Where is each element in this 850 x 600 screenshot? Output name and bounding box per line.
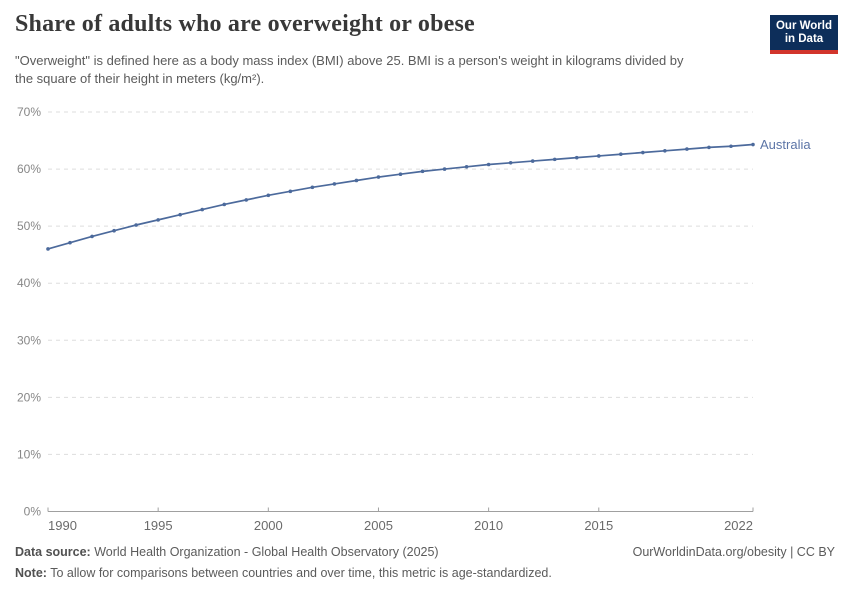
note-label: Note: [15, 566, 47, 580]
data-point[interactable] [486, 162, 491, 167]
data-point[interactable] [685, 147, 689, 151]
page-title: Share of adults who are overweight or ob… [15, 11, 475, 37]
data-source-label: Data source: [15, 545, 91, 559]
series-label[interactable]: Australia [760, 137, 811, 152]
data-point[interactable] [596, 154, 601, 158]
data-point[interactable] [156, 218, 160, 222]
data-line[interactable] [47, 143, 754, 250]
x-tick-label: 1995 [144, 518, 173, 533]
chart-subtitle: "Overweight" is defined here as a body m… [15, 53, 684, 86]
data-point[interactable] [663, 149, 667, 153]
y-tick-label: 0% [24, 505, 42, 519]
data-point[interactable] [442, 167, 447, 171]
data-point[interactable] [288, 189, 293, 194]
logo-text-line2: in Data [784, 33, 824, 45]
data-point[interactable] [134, 223, 138, 227]
data-point[interactable] [222, 202, 227, 207]
data-point[interactable] [707, 145, 711, 150]
data-point[interactable] [552, 157, 557, 162]
x-tick-label: 2005 [364, 518, 393, 533]
logo-text-line1: Our World [775, 20, 832, 32]
data-point[interactable] [244, 198, 249, 202]
note-line: Note: To allow for comparisons between c… [15, 566, 552, 580]
data-point[interactable] [751, 142, 755, 147]
data-point[interactable] [354, 178, 359, 183]
data-point[interactable] [641, 150, 645, 155]
data-source-text: World Health Organization - Global Healt… [94, 545, 439, 559]
x-tick-label: 2000 [254, 518, 283, 533]
data-point[interactable] [46, 247, 50, 251]
data-point[interactable] [90, 234, 94, 239]
x-tick-label: 2022 [724, 518, 753, 533]
data-point[interactable] [420, 169, 425, 174]
y-tick-label: 10% [17, 447, 41, 461]
x-tick-label: 2015 [584, 518, 613, 533]
chart-footer: Data source: World Health Organization -… [15, 545, 835, 581]
data-source-line: Data source: World Health Organization -… [15, 545, 439, 560]
owid-logo[interactable]: Our World in Data [770, 15, 838, 54]
x-tick-label: 2010 [474, 518, 503, 533]
data-point[interactable] [178, 212, 182, 217]
data-point[interactable] [332, 182, 337, 186]
data-point[interactable] [729, 144, 733, 149]
y-tick-label: 50% [17, 219, 41, 233]
y-tick-label: 70% [17, 105, 41, 119]
data-point[interactable] [464, 164, 469, 169]
y-tick-label: 20% [17, 390, 41, 404]
data-point[interactable] [68, 240, 72, 245]
data-point[interactable] [266, 193, 271, 198]
note-text: To allow for comparisons between countri… [50, 566, 552, 580]
data-point[interactable] [398, 172, 403, 177]
data-point[interactable] [530, 159, 535, 163]
y-tick-label: 30% [17, 333, 41, 347]
data-point[interactable] [574, 155, 579, 160]
citation-url[interactable]: OurWorldinData.org/obesity | CC BY [632, 545, 835, 559]
data-point[interactable] [508, 160, 513, 165]
data-point[interactable] [376, 175, 381, 179]
data-point[interactable] [619, 152, 623, 157]
y-tick-label: 60% [17, 162, 41, 176]
x-tick-label: 1990 [48, 518, 77, 533]
data-point[interactable] [200, 207, 205, 212]
data-point[interactable] [112, 228, 116, 233]
y-tick-label: 40% [17, 276, 41, 290]
data-point[interactable] [310, 185, 315, 190]
